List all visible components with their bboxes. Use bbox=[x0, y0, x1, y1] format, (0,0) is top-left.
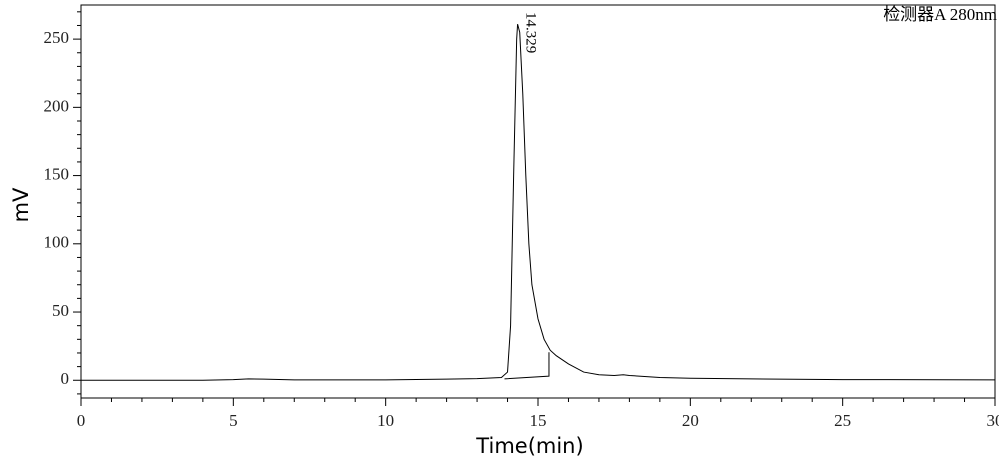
y-tick-label: 50 bbox=[52, 301, 69, 320]
y-tick-label: 150 bbox=[44, 164, 70, 183]
x-tick-label: 5 bbox=[229, 411, 238, 430]
x-tick-label: 10 bbox=[377, 411, 394, 430]
x-tick-label: 20 bbox=[682, 411, 699, 430]
detector-label: 检测器A 280nm bbox=[883, 5, 997, 24]
x-tick-label: 15 bbox=[530, 411, 547, 430]
x-tick-label: 25 bbox=[834, 411, 851, 430]
x-axis-label: Time(min) bbox=[475, 434, 583, 458]
chromatogram-line bbox=[81, 23, 996, 381]
plot-frame bbox=[80, 4, 996, 399]
y-tick-label: 200 bbox=[44, 96, 70, 115]
peak-label: 14.329 bbox=[523, 12, 539, 53]
y-tick-label: 250 bbox=[44, 28, 70, 47]
x-tick-label: 30 bbox=[987, 411, 999, 430]
integration-baseline bbox=[504, 352, 550, 380]
y-axis-label: mV bbox=[9, 187, 33, 222]
x-tick-label: 0 bbox=[77, 411, 86, 430]
y-tick-label: 100 bbox=[44, 233, 70, 252]
y-tick-label: 0 bbox=[61, 369, 70, 388]
